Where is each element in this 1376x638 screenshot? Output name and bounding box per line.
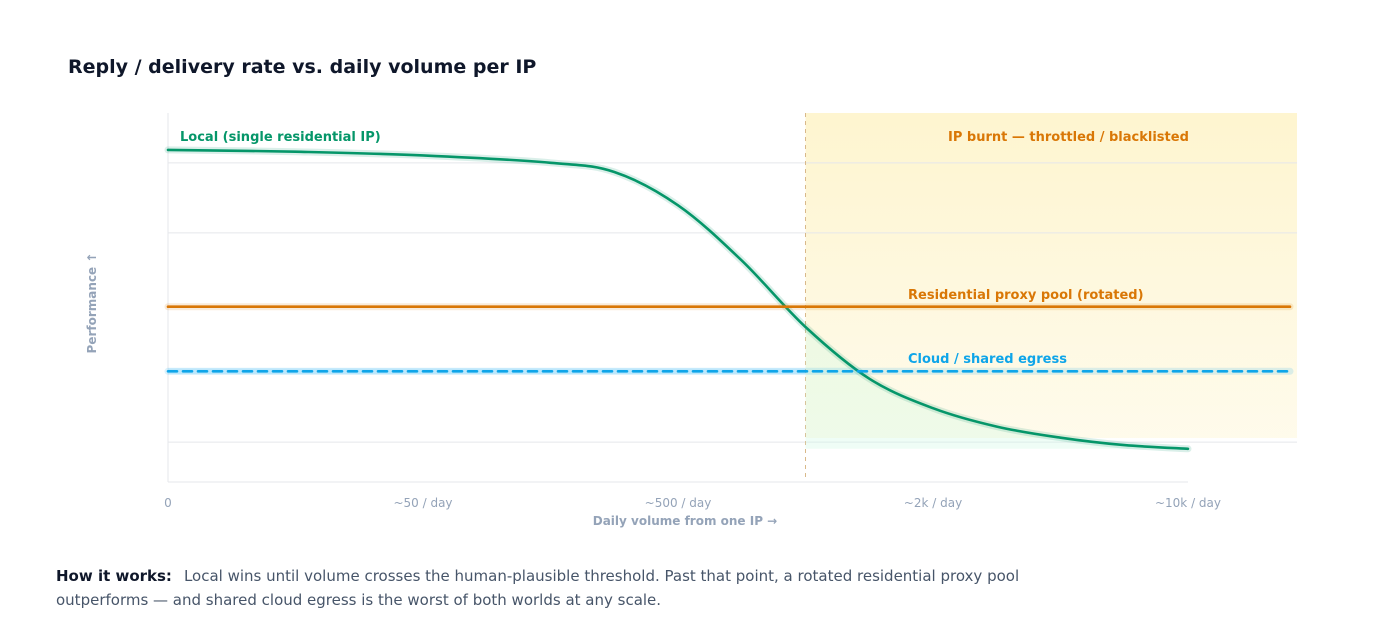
series-label-local: Local (single residential IP) <box>180 130 381 145</box>
footnote-lead: How it works: <box>56 567 172 585</box>
footnote: How it works: Local wins until volume cro… <box>56 564 1056 612</box>
series-line-0 <box>166 148 1190 451</box>
series-label-cloud: Cloud / shared egress <box>908 352 1067 367</box>
x-tick-label: ~10k / day <box>1155 496 1221 510</box>
footnote-text: Local wins until volume crosses the huma… <box>56 567 1020 609</box>
chart-title: Reply / delivery rate vs. daily volume p… <box>68 56 537 78</box>
burnt-zone <box>805 113 1297 438</box>
x-tick-label: 0 <box>164 496 172 510</box>
y-axis-title: Performance ↑ <box>85 253 99 354</box>
chart: 0 ~50 / day ~500 / day ~2k / day ~10k / day D… <box>85 113 1297 528</box>
threshold-label: IP burnt — throttled / blacklisted <box>948 130 1189 145</box>
x-axis-title: Daily volume from one IP → <box>593 514 778 528</box>
x-tick-label: ~50 / day <box>393 496 452 510</box>
x-tick-label: ~500 / day <box>645 496 712 510</box>
x-tick-label: ~2k / day <box>904 496 962 510</box>
series-label-proxy: Residential proxy pool (rotated) <box>908 288 1144 303</box>
local-burnt-fill <box>805 327 1188 449</box>
